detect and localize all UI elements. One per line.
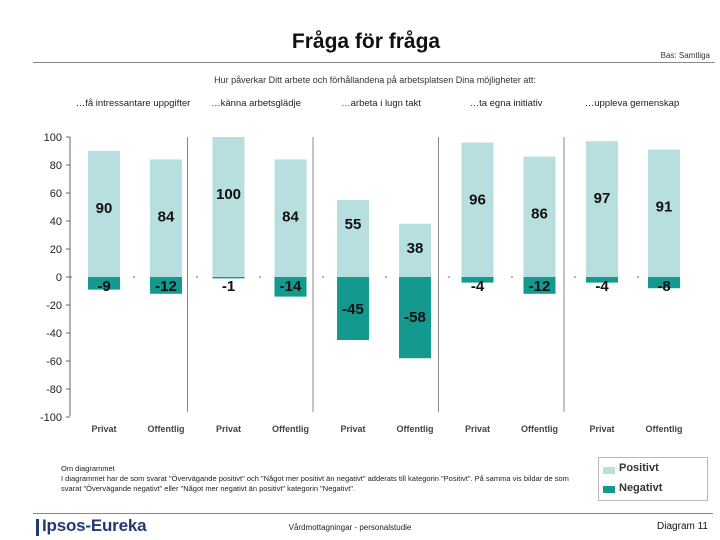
data-label-positive: 100: [216, 186, 241, 203]
group-label-2: …känna arbetsglädje: [211, 98, 301, 109]
note-title: Om diagrammet: [61, 464, 115, 473]
group-label-5: …uppleva gemenskap: [584, 98, 680, 109]
data-label-negative: -4: [471, 278, 485, 295]
x-category-label: Privat: [465, 424, 490, 434]
x-category-label: Offentlig: [646, 424, 683, 434]
bar-positive: [150, 159, 182, 277]
diagram-number: Diagram 11: [657, 521, 708, 532]
data-label-negative: -45: [342, 301, 364, 318]
group-label-1: …få intressantare uppgifter: [75, 98, 191, 109]
data-label-positive: 91: [656, 199, 673, 216]
data-label-positive: 90: [96, 200, 113, 217]
bar-positive: [461, 142, 494, 277]
group-label-4: …ta egna initiativ: [469, 98, 543, 109]
page-title: Fråga för fråga: [291, 30, 441, 53]
bar-positive: [648, 149, 680, 277]
bar-negative: [523, 277, 556, 294]
bar-positive: [274, 159, 307, 277]
legend-label-negative: Negativt: [619, 482, 663, 494]
legend-label-positive: Positivt: [619, 462, 659, 474]
chart-note: Om diagrammet I diagrammet har de som sv…: [61, 464, 581, 494]
bar-positive: [212, 137, 245, 277]
footer-study-name: Vårdmottagningar - personalstudie: [288, 523, 412, 532]
x-category-label: Offentlig: [272, 424, 309, 434]
data-label-negative: -12: [529, 278, 551, 295]
bar-negative: [150, 277, 182, 294]
bar-negative: [586, 277, 618, 283]
bar-negative: [212, 277, 245, 279]
data-label-negative: -14: [280, 278, 302, 295]
legend-swatch-negative: [603, 486, 615, 493]
y-tick-label: 0: [56, 272, 62, 284]
bar-negative: [399, 277, 431, 359]
data-label-positive: 84: [158, 208, 175, 225]
data-label-positive: 38: [407, 240, 424, 257]
y-tick-label: -40: [46, 328, 62, 340]
bar-negative: [648, 277, 680, 289]
logo-mark: [36, 519, 39, 536]
data-label-negative: -1: [222, 278, 235, 295]
group-label-3: …arbeta i lugn takt: [341, 98, 421, 109]
x-category-label: Privat: [216, 424, 241, 434]
bar-positive: [88, 151, 120, 277]
y-tick-label: 80: [50, 160, 62, 172]
chart-legend: Positivt Negativt: [598, 457, 708, 501]
base-label: Bas: Samtliga: [660, 51, 710, 60]
y-tick-label: 40: [50, 216, 62, 228]
bar-positive: [523, 156, 556, 277]
bar-negative: [461, 277, 494, 283]
y-tick-label: -60: [46, 356, 62, 368]
y-tick-label: 60: [50, 188, 62, 200]
y-tick-label: 20: [50, 244, 62, 256]
x-category-label: Privat: [589, 424, 614, 434]
data-label-positive: 97: [594, 190, 611, 207]
x-category-label: Offentlig: [521, 424, 558, 434]
bar-negative: [88, 277, 120, 290]
data-label-negative: -12: [155, 278, 177, 295]
data-label-negative: -8: [657, 278, 670, 295]
y-tick-label: -20: [46, 300, 62, 312]
data-label-negative: -4: [595, 278, 609, 295]
x-category-label: Privat: [340, 424, 365, 434]
y-tick-label: -100: [40, 412, 62, 424]
y-tick-label: 100: [44, 132, 62, 144]
chart-subtitle: Hur påverkar Ditt arbete och förhållande…: [214, 75, 536, 85]
x-category-label: Offentlig: [148, 424, 185, 434]
data-label-positive: 84: [282, 208, 299, 225]
brand-logo: Ipsos-Eureka: [42, 516, 147, 535]
data-label-positive: 86: [531, 206, 548, 223]
bar-positive: [337, 200, 369, 277]
data-label-positive: 96: [469, 192, 486, 209]
bar-positive: [586, 141, 618, 277]
bar-negative: [274, 277, 307, 297]
header-divider: [33, 62, 715, 63]
data-label-negative: -9: [97, 278, 110, 295]
x-category-label: Offentlig: [397, 424, 434, 434]
x-category-label: Privat: [91, 424, 116, 434]
y-tick-label: -80: [46, 384, 62, 396]
bar-positive: [399, 223, 431, 277]
note-text: I diagrammet har de som svarat "Överväga…: [61, 474, 569, 493]
data-label-positive: 55: [345, 216, 362, 233]
data-label-negative: -58: [404, 309, 426, 326]
footer-divider: [33, 513, 713, 514]
legend-swatch-positive: [603, 467, 615, 474]
bar-negative: [337, 277, 369, 340]
